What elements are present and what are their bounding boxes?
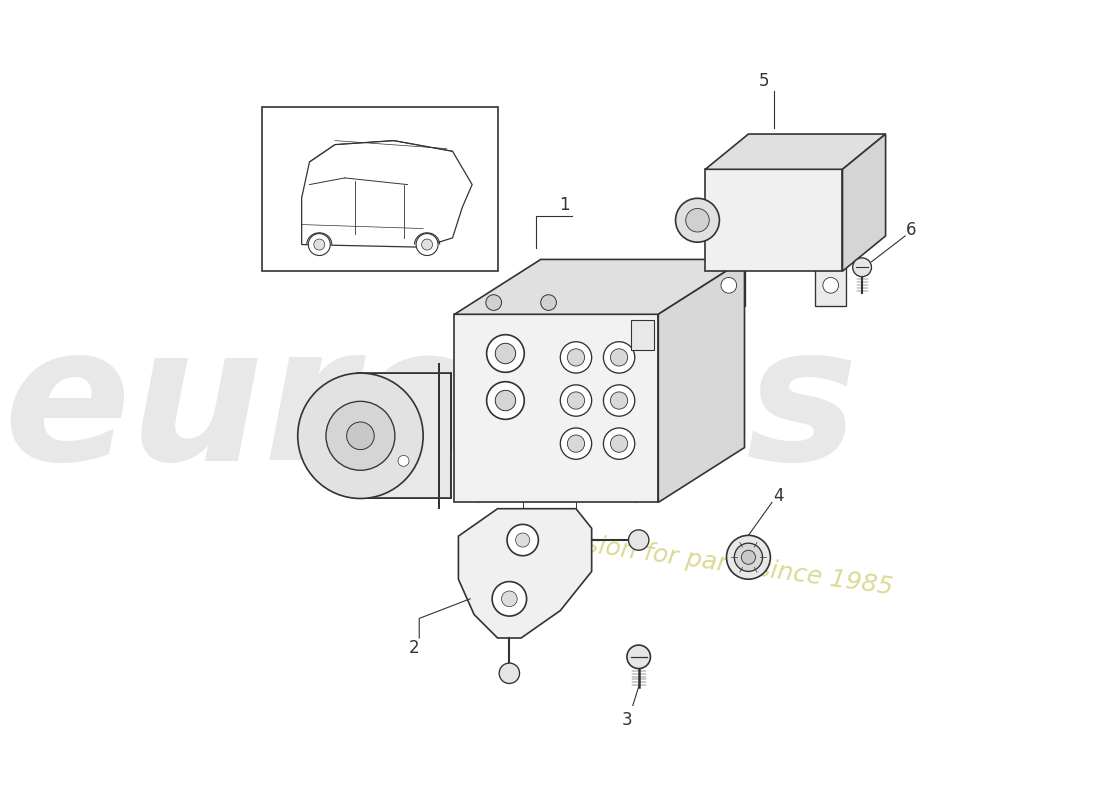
Circle shape (560, 428, 592, 459)
Circle shape (610, 349, 628, 366)
Circle shape (298, 373, 424, 498)
Bar (815, 267, 846, 306)
Circle shape (486, 334, 525, 372)
Circle shape (560, 342, 592, 373)
Circle shape (499, 663, 519, 683)
Circle shape (398, 455, 409, 466)
Circle shape (604, 385, 635, 416)
Polygon shape (658, 259, 745, 502)
Circle shape (541, 294, 557, 310)
Circle shape (610, 435, 628, 452)
Circle shape (516, 533, 530, 547)
Circle shape (741, 550, 756, 564)
Polygon shape (454, 259, 745, 314)
Polygon shape (454, 314, 658, 502)
Circle shape (495, 343, 516, 364)
Circle shape (610, 392, 628, 409)
Polygon shape (356, 373, 451, 498)
Circle shape (308, 234, 330, 255)
Text: 2: 2 (408, 639, 419, 658)
Polygon shape (705, 134, 886, 170)
Circle shape (314, 239, 324, 250)
Circle shape (735, 543, 762, 571)
Circle shape (675, 198, 719, 242)
Text: 3: 3 (621, 710, 632, 729)
Circle shape (823, 278, 838, 293)
Circle shape (604, 428, 635, 459)
Text: a passion for parts since 1985: a passion for parts since 1985 (517, 523, 894, 599)
Circle shape (560, 385, 592, 416)
Circle shape (720, 278, 737, 293)
Polygon shape (301, 141, 472, 247)
Circle shape (495, 390, 516, 410)
Bar (263, 106, 497, 271)
Text: 5: 5 (759, 72, 770, 90)
Circle shape (568, 392, 584, 409)
Circle shape (486, 382, 525, 419)
Circle shape (346, 422, 374, 450)
Circle shape (604, 342, 635, 373)
Circle shape (416, 234, 438, 255)
Text: europes: europes (3, 318, 858, 499)
Circle shape (502, 591, 517, 606)
Bar (631, 320, 654, 350)
Circle shape (628, 530, 649, 550)
Circle shape (326, 402, 395, 470)
Polygon shape (459, 509, 592, 638)
Text: 6: 6 (906, 222, 916, 239)
Circle shape (421, 239, 432, 250)
Circle shape (492, 582, 527, 616)
Circle shape (726, 535, 770, 579)
Circle shape (852, 258, 871, 277)
Circle shape (685, 209, 710, 232)
Text: 4: 4 (773, 487, 783, 505)
Text: 1: 1 (559, 195, 570, 214)
Bar (713, 267, 745, 306)
Circle shape (568, 435, 584, 452)
Polygon shape (843, 134, 886, 271)
Circle shape (568, 349, 584, 366)
Circle shape (507, 524, 538, 556)
Circle shape (627, 645, 650, 669)
Polygon shape (705, 170, 843, 271)
Circle shape (486, 294, 502, 310)
